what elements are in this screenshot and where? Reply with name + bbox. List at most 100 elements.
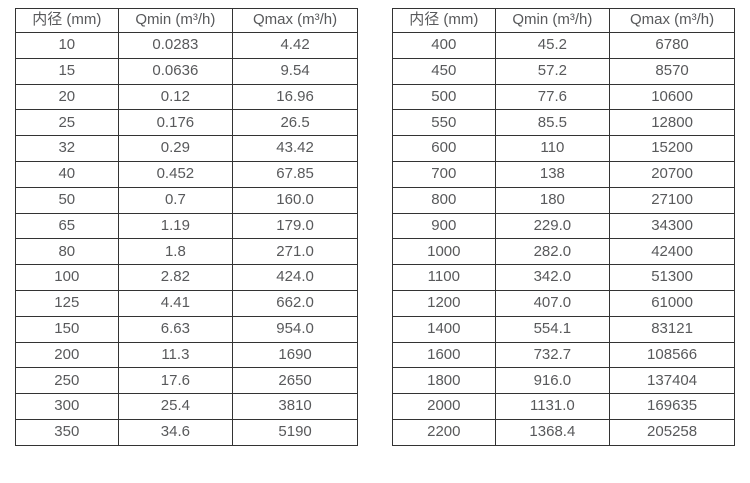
table-cell: 250 <box>15 367 119 395</box>
table-cell: 45.2 <box>494 32 611 59</box>
table-cell: 424.0 <box>232 264 358 291</box>
table-cell: 900 <box>392 212 496 240</box>
table-cell: 271.0 <box>232 238 358 266</box>
table-cell: 179.0 <box>232 212 358 240</box>
table-cell: 0.176 <box>117 109 234 137</box>
table-row: 1000 282.0 42400 <box>392 238 735 266</box>
table-row: 15 0.0636 9.54 <box>15 57 358 85</box>
table-row: 2000 1131.0 169635 <box>392 393 735 420</box>
table-cell: 550 <box>392 109 496 137</box>
table-cell: 205258 <box>609 418 735 446</box>
table-cell: 6.63 <box>117 315 234 343</box>
table-cell: 42400 <box>609 238 735 266</box>
table-cell: 27100 <box>609 186 735 214</box>
table-row: 1800 916.0 137404 <box>392 367 735 395</box>
table-cell: 10600 <box>609 83 735 111</box>
table-row: 50 0.7 160.0 <box>15 186 358 214</box>
table-cell: 916.0 <box>494 367 611 395</box>
flow-spec-table-large-diameters: 内径 (mm) Qmin (m³/h) Qmax (m³/h) 400 45.2 6780… <box>392 8 735 446</box>
table-cell: 5190 <box>232 418 358 446</box>
table-row: 500 77.6 10600 <box>392 83 735 111</box>
table-cell: 34.6 <box>117 418 234 446</box>
table-cell: 600 <box>392 135 496 162</box>
table-cell: 34300 <box>609 212 735 240</box>
table-cell: 1131.0 <box>494 393 611 420</box>
table-cell: 125 <box>15 289 119 317</box>
table-row: 550 85.5 12800 <box>392 109 735 137</box>
table-cell: 350 <box>15 418 119 446</box>
table-cell: 16.96 <box>232 83 358 111</box>
table-cell: 108566 <box>609 341 735 369</box>
table-cell: 138 <box>494 160 611 188</box>
table-cell: 40 <box>15 160 119 188</box>
table-cell: 20 <box>15 83 119 111</box>
table-cell: 67.85 <box>232 160 358 188</box>
table-cell: 700 <box>392 160 496 188</box>
table-row: 450 57.2 8570 <box>392 57 735 85</box>
table-cell: 4.41 <box>117 289 234 317</box>
table-cell: 1600 <box>392 341 496 369</box>
table-row: 400 45.2 6780 <box>392 32 735 59</box>
table-cell: 26.5 <box>232 109 358 137</box>
table-cell: 32 <box>15 135 119 162</box>
table-cell: 200 <box>15 341 119 369</box>
table-row: 100 2.82 424.0 <box>15 264 358 291</box>
table-cell: 110 <box>494 135 611 162</box>
table-cell: 407.0 <box>494 289 611 317</box>
table-cell: 282.0 <box>494 238 611 266</box>
table-cell: 50 <box>15 186 119 214</box>
table-cell: 150 <box>15 315 119 343</box>
table-cell: 450 <box>392 57 496 85</box>
table-row: 10 0.0283 4.42 <box>15 32 358 59</box>
table-cell: 0.452 <box>117 160 234 188</box>
table-cell: 12800 <box>609 109 735 137</box>
table-row: 600 110 15200 <box>392 135 735 162</box>
table-row: 1100 342.0 51300 <box>392 264 735 291</box>
table-cell: 300 <box>15 393 119 420</box>
table-row: 80 1.8 271.0 <box>15 238 358 266</box>
table-cell: 11.3 <box>117 341 234 369</box>
table-cell: 9.54 <box>232 57 358 85</box>
table-cell: 20700 <box>609 160 735 188</box>
table-cell: 6780 <box>609 32 735 59</box>
table-row: 250 17.6 2650 <box>15 367 358 395</box>
table-cell: 1368.4 <box>494 418 611 446</box>
table-cell: 137404 <box>609 367 735 395</box>
table-row: 32 0.29 43.42 <box>15 135 358 162</box>
table-cell: 229.0 <box>494 212 611 240</box>
table-cell: 43.42 <box>232 135 358 162</box>
table-row: 25 0.176 26.5 <box>15 109 358 137</box>
table-row: 700 138 20700 <box>392 160 735 188</box>
table-cell: 0.29 <box>117 135 234 162</box>
table-cell: 1800 <box>392 367 496 395</box>
table-cell: 400 <box>392 32 496 59</box>
table-cell: 8570 <box>609 57 735 85</box>
table-cell: 662.0 <box>232 289 358 317</box>
header-cell: Qmax (m³/h) <box>232 8 358 33</box>
header-cell: Qmax (m³/h) <box>609 8 735 33</box>
header-row: 内径 (mm) Qmin (m³/h) Qmax (m³/h) <box>15 8 358 33</box>
table-cell: 0.7 <box>117 186 234 214</box>
table-row: 20 0.12 16.96 <box>15 83 358 111</box>
table-row: 350 34.6 5190 <box>15 418 358 446</box>
table-cell: 1400 <box>392 315 496 343</box>
table-cell: 554.1 <box>494 315 611 343</box>
table-cell: 25.4 <box>117 393 234 420</box>
table-cell: 80 <box>15 238 119 266</box>
table-cell: 85.5 <box>494 109 611 137</box>
table-cell: 0.0636 <box>117 57 234 85</box>
table-row: 1600 732.7 108566 <box>392 341 735 369</box>
table-cell: 732.7 <box>494 341 611 369</box>
table-cell: 15200 <box>609 135 735 162</box>
header-cell: 内径 (mm) <box>15 8 119 33</box>
table-cell: 1100 <box>392 264 496 291</box>
table-cell: 1.19 <box>117 212 234 240</box>
table-cell: 0.0283 <box>117 32 234 59</box>
flow-spec-table-small-diameters: 内径 (mm) Qmin (m³/h) Qmax (m³/h) 10 0.0283 4.4… <box>15 8 358 446</box>
table-cell: 2200 <box>392 418 496 446</box>
table-row: 150 6.63 954.0 <box>15 315 358 343</box>
table-row: 125 4.41 662.0 <box>15 289 358 317</box>
table-cell: 342.0 <box>494 264 611 291</box>
table-cell: 169635 <box>609 393 735 420</box>
